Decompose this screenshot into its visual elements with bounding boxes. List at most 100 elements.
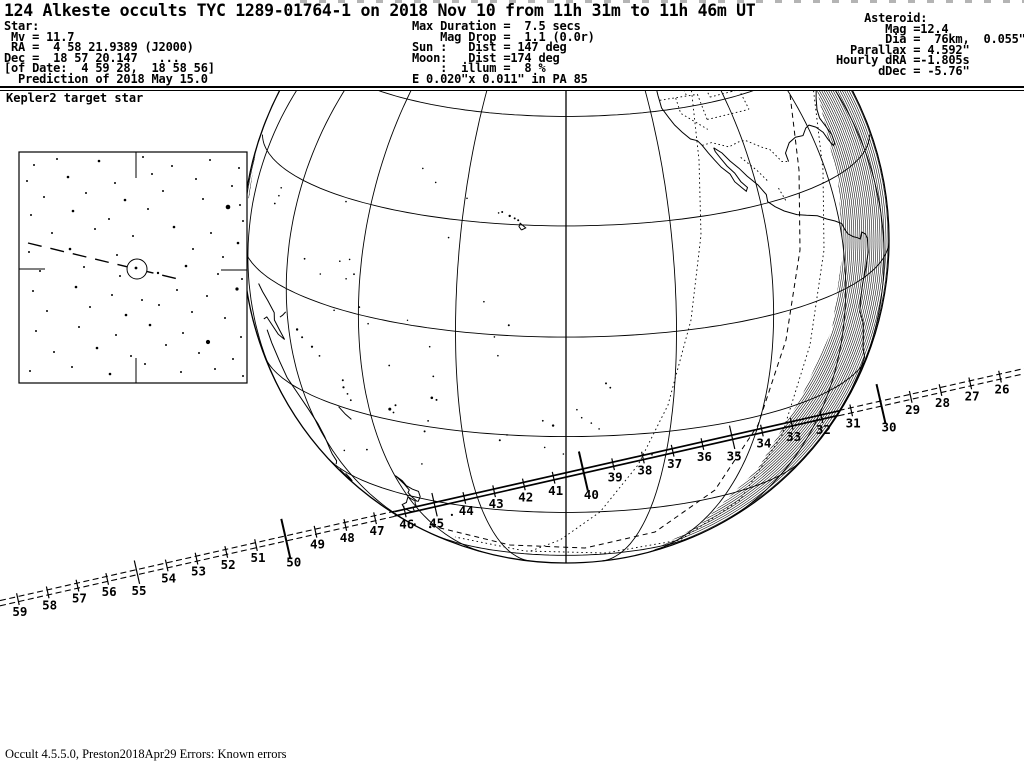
inset-star	[232, 358, 234, 360]
minute-label: 57	[72, 591, 87, 606]
header-separator-line-1	[0, 86, 1024, 88]
minute-label: 35	[727, 448, 742, 463]
minute-label: 32	[816, 422, 831, 437]
minute-tick	[611, 458, 615, 471]
path-limit-dashed	[838, 373, 1024, 417]
minute-tick	[45, 586, 50, 599]
meridian	[357, 91, 484, 553]
minute-label: 39	[608, 469, 623, 484]
inset-star	[29, 370, 31, 372]
path-limit-solid	[394, 410, 839, 513]
island-dot	[346, 393, 349, 395]
minute-tick	[431, 492, 438, 517]
occultation-path	[0, 368, 1024, 607]
island-dot	[434, 181, 437, 184]
event-info-block: Max Duration = 7.5 secs Mag Drop = 1.1 (…	[412, 19, 595, 86]
coastline	[761, 53, 775, 71]
border-dotted	[675, 97, 709, 130]
coastline	[266, 329, 338, 465]
inset-star	[89, 306, 91, 308]
island-dot	[517, 219, 520, 222]
inset-star	[32, 290, 34, 292]
inset-star	[235, 287, 239, 291]
inset-star	[71, 366, 73, 368]
island-dot	[349, 399, 352, 402]
minute-tick	[849, 404, 854, 417]
island-dot	[423, 430, 426, 433]
minute-label: 37	[667, 456, 682, 471]
inset-star	[71, 209, 75, 213]
star-info-block: Star: Mv = 11.7 RA = 4 58 21.9389 (J2000…	[4, 19, 215, 86]
inset-star	[35, 330, 37, 332]
path-minute-labels: 26 27 28 29 30 31 32 33 34 35 36 37 38 39 40 41 42 43 44 45…	[12, 382, 1009, 619]
minute-label: 36	[697, 449, 712, 464]
island-dot	[507, 324, 510, 327]
minute-label: 48	[340, 530, 355, 545]
graticule	[242, 0, 890, 563]
path-limit-dashed	[838, 368, 1024, 412]
inset-star	[124, 313, 128, 317]
border-dotted	[707, 109, 749, 120]
inset-star	[206, 295, 208, 297]
island-dot	[278, 194, 280, 197]
minute-tick	[998, 370, 1002, 383]
inset-star	[68, 247, 72, 251]
inset-star	[238, 167, 240, 169]
minute-label: 42	[518, 490, 533, 505]
minute-tick	[343, 518, 348, 531]
minute-label: 46	[399, 517, 414, 532]
island-dot	[651, 453, 653, 456]
island-dot	[483, 300, 485, 303]
minute-tick	[313, 525, 318, 538]
island-dot	[493, 336, 496, 338]
border-dotted	[683, 91, 688, 97]
coastline	[339, 469, 353, 482]
coastline	[395, 475, 421, 502]
island-dot	[609, 386, 612, 389]
border-dotted	[740, 157, 770, 183]
coastline	[765, 49, 780, 61]
island-dot	[551, 424, 555, 427]
minute-label: 28	[935, 395, 950, 410]
inset-star	[85, 192, 87, 194]
inset-star	[95, 346, 99, 350]
island-dot	[506, 434, 508, 436]
meridian	[601, 91, 677, 562]
island-dot	[576, 408, 578, 411]
parallel	[405, 0, 728, 22]
inset-star	[142, 156, 144, 158]
island-dot	[318, 355, 321, 357]
island-dot	[339, 260, 341, 263]
minute-label: 54	[161, 570, 176, 585]
inset-star	[66, 175, 70, 179]
minute-tick	[670, 444, 675, 457]
inset-star	[26, 180, 28, 182]
inset-star	[156, 271, 160, 275]
minute-tick	[875, 383, 887, 424]
minute-label: 56	[102, 584, 117, 599]
twilight-line-dashed	[431, 91, 801, 549]
inset-caption: Kepler2 target star	[6, 91, 144, 105]
inset-star	[195, 178, 197, 180]
border-dotted	[728, 49, 747, 73]
inset-star	[43, 196, 45, 198]
coastline	[518, 222, 527, 231]
minute-tick	[551, 471, 556, 484]
minute-tick	[402, 505, 407, 518]
island-dot	[562, 453, 565, 455]
minute-label: 41	[548, 483, 563, 498]
minute-label: 40	[584, 487, 599, 502]
minute-tick	[280, 518, 292, 559]
coastlines	[258, 49, 869, 513]
island-dot	[422, 167, 424, 170]
island-dot	[605, 382, 607, 385]
header-separator-line-2	[0, 89, 1024, 91]
inset-star	[78, 326, 80, 328]
island-dot	[392, 411, 395, 414]
inset-star	[162, 190, 164, 192]
minute-tick	[75, 579, 80, 592]
inset-star	[225, 204, 231, 210]
minute-label: 29	[905, 402, 920, 417]
inset-star	[176, 289, 178, 291]
